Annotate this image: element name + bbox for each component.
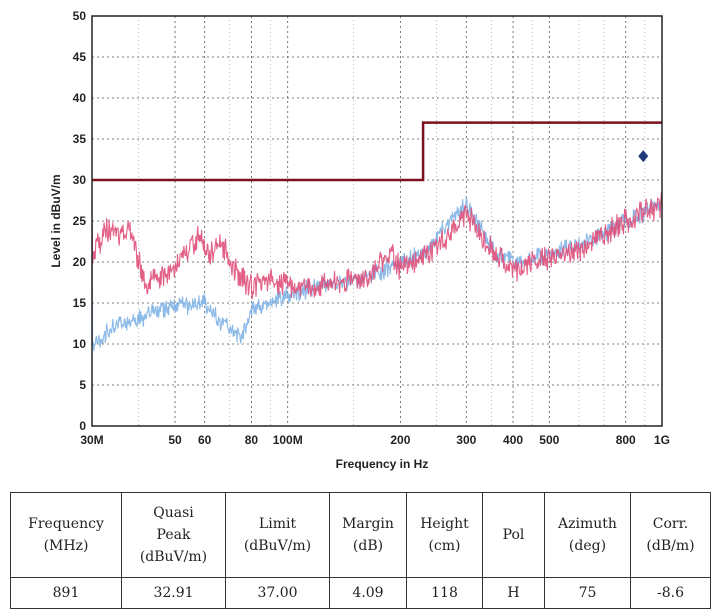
table-header-cell: Quasi Peak (dBuV/m) (121, 492, 226, 578)
vertical-trace (91, 191, 663, 300)
y-tick-label: 5 (79, 378, 86, 392)
header-line: (deg) (568, 538, 607, 554)
table-cell: 4.09 (329, 577, 407, 609)
header-line: Height (420, 516, 469, 532)
y-tick-label: 35 (73, 132, 87, 146)
x-axis-title: Frequency in Hz (336, 457, 429, 471)
table-body: 891 32.91 37.00 4.09 118 H 75 -8.6 (10, 577, 711, 609)
table-cell: -8.6 (630, 577, 711, 609)
table-cell: 118 (406, 577, 483, 609)
table-header-cell: Azimuth (deg) (544, 492, 631, 578)
header-line: Peak (156, 527, 191, 543)
x-tick-label: 50 (168, 433, 182, 447)
table-cell: H (482, 577, 545, 609)
x-tick-label: 300 (456, 433, 476, 447)
x-tick-label: 1G (654, 433, 670, 447)
quasi-peak-marker (638, 150, 649, 163)
header-line: (dB) (352, 538, 384, 554)
y-tick-label: 20 (73, 255, 87, 269)
x-tick-label: 200 (390, 433, 410, 447)
header-line: (dBuV/m) (243, 538, 312, 554)
table-header-cell: Pol (482, 492, 545, 578)
y-tick-label: 40 (73, 91, 87, 105)
header-line: Margin (342, 516, 394, 532)
header-line: Quasi (153, 505, 194, 521)
table-header-cell: Frequency (MHz) (10, 492, 122, 578)
header-line: (dB/m) (646, 538, 695, 554)
y-axis-title: Level in dBuV/m (49, 174, 63, 267)
x-tick-label: 800 (616, 433, 636, 447)
header-line: Pol (502, 527, 525, 543)
table-cell: 37.00 (225, 577, 330, 609)
emission-chart: 0 5 10 15 20 25 30 35 40 45 50 30M 50 60 80 100M 200 300… (49, 9, 670, 471)
table-header-cell: Limit (dBuV/m) (225, 492, 330, 578)
header-line: Limit (258, 516, 297, 532)
limit-line (92, 121, 662, 182)
x-ticks: 30M 50 60 80 100M 200 300 400 500 800 1G (80, 433, 670, 447)
series-layer (91, 121, 663, 352)
table-header-cell: Margin (dB) (329, 492, 407, 578)
table-header-cell: Height (cm) (406, 492, 483, 578)
y-tick-label: 15 (73, 296, 87, 310)
x-tick-label: 30M (80, 433, 103, 447)
table-cell: 75 (544, 577, 631, 609)
header-line: Azimuth (558, 516, 617, 532)
header-line: (MHz) (43, 538, 89, 554)
table-cell: 32.91 (121, 577, 226, 609)
y-tick-label: 25 (73, 214, 87, 228)
table-cell: 891 (10, 577, 122, 609)
emission-chart-svg: 0 5 10 15 20 25 30 35 40 45 50 30M 50 60 80 100M 200 300… (49, 9, 670, 471)
x-tick-label: 500 (539, 433, 559, 447)
table-header-row: Frequency (MHz) Quasi Peak (dBuV/m) Limit (dBu… (10, 492, 711, 578)
y-ticks: 0 5 10 15 20 25 30 35 40 45 50 (73, 9, 87, 433)
header-line: Frequency (28, 516, 104, 532)
y-tick-label: 10 (73, 337, 87, 351)
table-row: 891 32.91 37.00 4.09 118 H 75 -8.6 (10, 577, 711, 609)
x-tick-label: 60 (198, 433, 212, 447)
results-table: Frequency (MHz) Quasi Peak (dBuV/m) Limit (dBu… (10, 492, 711, 609)
y-tick-label: 30 (73, 173, 87, 187)
x-tick-label: 100M (273, 433, 303, 447)
header-line: (cm) (428, 538, 461, 554)
plot-frame (91, 15, 663, 427)
y-tick-label: 50 (73, 9, 87, 23)
table-header-cell: Corr. (dB/m) (630, 492, 711, 578)
header-line: (dBuV/m) (139, 549, 208, 565)
x-tick-label: 400 (503, 433, 523, 447)
y-tick-label: 0 (79, 419, 86, 433)
y-tick-label: 45 (73, 50, 87, 64)
x-tick-label: 80 (245, 433, 259, 447)
header-line: Corr. (652, 516, 689, 532)
